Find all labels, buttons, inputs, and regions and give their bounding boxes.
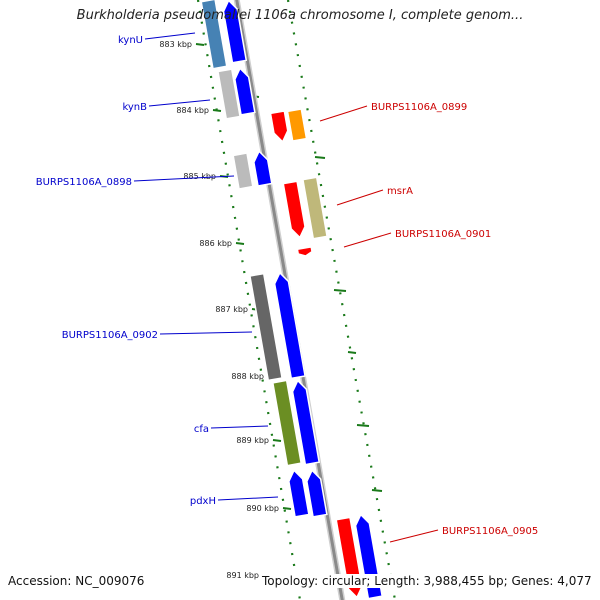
gc-dash bbox=[314, 156, 326, 159]
tick-mark bbox=[235, 242, 245, 245]
tick-label: 889 kbp bbox=[236, 436, 269, 445]
gene-label-left[interactable]: pdxH bbox=[190, 496, 216, 507]
tick-label: 886 kbp bbox=[199, 239, 232, 248]
gene-label-left[interactable]: BURPS1106A_0902 bbox=[62, 330, 158, 341]
tick-label: 888 kbp bbox=[231, 372, 264, 381]
gene-blue[interactable] bbox=[305, 469, 328, 518]
label-leader bbox=[343, 232, 392, 248]
tick-label: 890 kbp bbox=[246, 504, 279, 513]
tick-label: 887 kbp bbox=[215, 305, 248, 314]
label-leader bbox=[319, 105, 368, 122]
gene-red[interactable] bbox=[296, 245, 313, 257]
gene-label-left[interactable]: kynU bbox=[118, 35, 143, 46]
gc-dash bbox=[347, 351, 357, 354]
accession-text: Accession: NC_009076 bbox=[8, 574, 145, 588]
gene-labels: kynU kynB BURPS1106A_0898 BURPS1106A_0902cf… bbox=[36, 32, 538, 543]
gene-features bbox=[200, 0, 384, 600]
gene-tan[interactable] bbox=[302, 176, 328, 240]
gene-orange[interactable] bbox=[286, 108, 308, 142]
gene-blue[interactable] bbox=[287, 469, 310, 518]
gene-label-left[interactable]: kynB bbox=[122, 102, 147, 113]
tick-mark bbox=[272, 439, 282, 442]
gene-red[interactable] bbox=[282, 180, 306, 239]
label-leader bbox=[389, 529, 439, 543]
tick-label: 883 kbp bbox=[159, 40, 192, 49]
tick-label: 891 kbp bbox=[226, 571, 259, 580]
label-leader bbox=[144, 32, 196, 40]
gene-label-right[interactable]: BURPS1106A_0901 bbox=[395, 229, 491, 240]
gene-label-right[interactable]: BURPS1106A_0899 bbox=[371, 102, 467, 113]
kbp-ticks: 883 kbp 884 kbp 885 kbp 886 kbp 887 kbp 888 k… bbox=[159, 40, 292, 580]
gene-blue[interactable] bbox=[233, 67, 256, 116]
gene-red[interactable] bbox=[269, 110, 290, 144]
gene-grey[interactable] bbox=[217, 68, 241, 120]
tick-label: 884 kbp bbox=[176, 106, 209, 115]
gene-label-left[interactable]: BURPS1106A_0898 bbox=[36, 177, 132, 188]
gene-grey[interactable] bbox=[232, 152, 254, 190]
gene-dark_grey[interactable] bbox=[249, 272, 283, 382]
label-leader bbox=[217, 496, 279, 501]
gene-label-left[interactable]: cfa bbox=[194, 424, 209, 435]
gc-dash bbox=[371, 489, 383, 492]
tick-label: 885 kbp bbox=[183, 172, 216, 181]
label-leader bbox=[133, 175, 235, 182]
map-title: Burkholderia pseudomallei 1106a chromoso… bbox=[76, 8, 524, 23]
tick-mark bbox=[195, 43, 205, 46]
tick-mark bbox=[282, 507, 292, 510]
gene-olive[interactable] bbox=[271, 379, 303, 467]
dot-track-left bbox=[196, 0, 302, 600]
gene-label-right[interactable]: msrA bbox=[387, 186, 413, 197]
label-leader bbox=[210, 425, 269, 429]
topology-text: Topology: circular; Length: 3,988,455 bp… bbox=[262, 574, 592, 588]
tick-mark bbox=[212, 109, 222, 112]
label-leader bbox=[148, 99, 211, 107]
dot-track-right bbox=[286, 0, 397, 600]
gene-label-right[interactable]: BURPS1106A_0905 bbox=[442, 526, 538, 537]
label-leader bbox=[159, 331, 253, 335]
gc-dash bbox=[333, 289, 347, 292]
gene-blue[interactable] bbox=[222, 0, 248, 64]
gc-dash bbox=[356, 424, 370, 427]
gene-steel[interactable] bbox=[200, 0, 228, 70]
label-leader bbox=[336, 189, 384, 206]
gene-blue[interactable] bbox=[291, 379, 321, 466]
gene-blue[interactable] bbox=[273, 271, 306, 380]
gene-blue[interactable] bbox=[252, 149, 273, 187]
